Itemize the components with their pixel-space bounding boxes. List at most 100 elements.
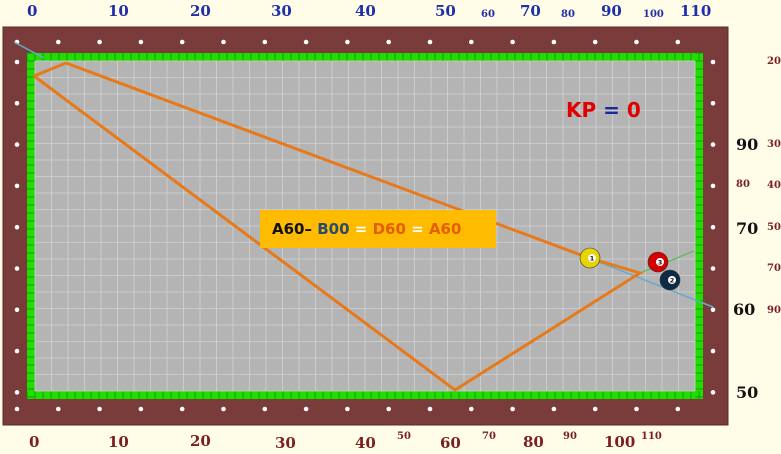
diamond bbox=[710, 59, 716, 65]
diamond bbox=[634, 39, 639, 45]
diamond bbox=[14, 101, 20, 106]
diamond bbox=[386, 39, 392, 45]
diamond bbox=[427, 406, 433, 412]
ball-number: 2 bbox=[670, 277, 675, 285]
ball-1: 1 bbox=[579, 247, 601, 269]
bottom-scale-label: 10 bbox=[108, 433, 129, 451]
diamond bbox=[551, 406, 557, 412]
diamond bbox=[710, 307, 716, 313]
bottom-scale-label: 100 bbox=[604, 433, 636, 451]
right-scale-label: 60 bbox=[733, 300, 756, 319]
kp-indicator: KP = 0 bbox=[566, 98, 641, 122]
diamond bbox=[303, 406, 309, 412]
diamond bbox=[675, 39, 681, 45]
bottom-scale-label: 0 bbox=[29, 433, 40, 451]
diamond bbox=[179, 406, 185, 412]
diamond bbox=[14, 183, 20, 189]
rail-diamonds bbox=[14, 39, 716, 412]
top-scale-label: 70 bbox=[520, 2, 541, 20]
diamond bbox=[469, 39, 474, 45]
diamond bbox=[710, 266, 716, 271]
bottom-scale-label: 90 bbox=[563, 431, 577, 442]
diamond bbox=[710, 101, 716, 106]
right-scale-label: 20 bbox=[767, 56, 781, 67]
kp-value: 0 bbox=[626, 98, 641, 122]
ball-number-spot bbox=[656, 258, 664, 266]
right-scale-label: 70 bbox=[767, 263, 781, 274]
top-scale-label: 40 bbox=[355, 2, 376, 20]
bottom-scale-label: 40 bbox=[355, 434, 376, 452]
top-scale-label: 50 bbox=[435, 2, 456, 20]
bottom-scale-label: 30 bbox=[275, 434, 296, 452]
diamond bbox=[262, 406, 268, 412]
right-scale-label: 90 bbox=[767, 305, 781, 316]
right-scale-label: 70 bbox=[736, 219, 759, 238]
diamond bbox=[345, 39, 350, 45]
right-scale-label: 50 bbox=[736, 383, 759, 402]
system-formula-box: A60– B00 = D60 = A60 bbox=[260, 210, 496, 248]
diamond bbox=[675, 406, 681, 412]
diamond bbox=[14, 142, 20, 147]
diamond bbox=[179, 39, 185, 45]
balls: 1 3 2 bbox=[579, 247, 681, 291]
diamond bbox=[14, 266, 20, 271]
diamond bbox=[221, 406, 226, 412]
top-scale-label: 0 bbox=[27, 2, 38, 20]
diamond bbox=[710, 390, 716, 395]
diamond bbox=[710, 224, 716, 230]
right-scale-label: 80 bbox=[736, 179, 750, 190]
diamond bbox=[510, 39, 515, 45]
formula-dash: – bbox=[304, 220, 312, 238]
right-scale-label: 30 bbox=[767, 139, 781, 150]
diamond bbox=[551, 39, 557, 45]
diamond bbox=[221, 39, 226, 45]
ball-number: 1 bbox=[590, 255, 595, 263]
right-scale-label: 40 bbox=[767, 180, 781, 191]
diamond bbox=[14, 348, 20, 354]
kp-equals: = bbox=[603, 98, 620, 122]
diamond bbox=[262, 39, 268, 45]
diamond bbox=[510, 406, 515, 412]
diamond bbox=[592, 39, 598, 45]
right-scale-label: 90 bbox=[736, 135, 759, 154]
diamond bbox=[56, 39, 61, 45]
cushion-segments bbox=[26, 52, 703, 399]
bottom-scale-label: 80 bbox=[523, 433, 544, 451]
ball-number-spot bbox=[668, 276, 676, 284]
diamond bbox=[710, 348, 716, 354]
ball-3: 3 bbox=[647, 251, 669, 273]
top-scale-label: 110 bbox=[680, 2, 712, 20]
diamond bbox=[427, 39, 433, 45]
ball-number-spot bbox=[588, 254, 596, 262]
bottom-scale-label: 110 bbox=[641, 431, 662, 442]
ball-2: 2 bbox=[659, 269, 681, 291]
formula-e: A60 bbox=[428, 220, 462, 238]
diamond bbox=[138, 39, 144, 45]
top-scale-label: 90 bbox=[601, 2, 622, 20]
diamond bbox=[710, 142, 716, 147]
diamond bbox=[97, 406, 102, 412]
bottom-scale-label: 20 bbox=[190, 432, 211, 450]
top-scale-label: 80 bbox=[561, 9, 575, 20]
diamond bbox=[303, 39, 309, 45]
diamond bbox=[14, 307, 20, 313]
diamond bbox=[14, 390, 20, 395]
formula-b: B00 bbox=[317, 220, 350, 238]
top-scale-label: 20 bbox=[190, 2, 211, 20]
diamond bbox=[710, 183, 716, 189]
top-scale-label: 10 bbox=[108, 2, 129, 20]
diamond bbox=[138, 406, 144, 412]
bottom-scale-label: 50 bbox=[397, 431, 411, 442]
aim-line-through-balls bbox=[588, 257, 714, 308]
formula-a: A60 bbox=[272, 220, 305, 238]
bottom-scale-label: 60 bbox=[440, 434, 461, 452]
diamond bbox=[592, 406, 598, 412]
top-scale-label: 100 bbox=[643, 9, 664, 20]
ball-path bbox=[33, 61, 644, 392]
top-scale-label: 60 bbox=[481, 9, 495, 20]
diamond bbox=[634, 406, 639, 412]
bottom-scale-label: 70 bbox=[482, 431, 496, 442]
aim-line-top-left bbox=[13, 41, 45, 59]
